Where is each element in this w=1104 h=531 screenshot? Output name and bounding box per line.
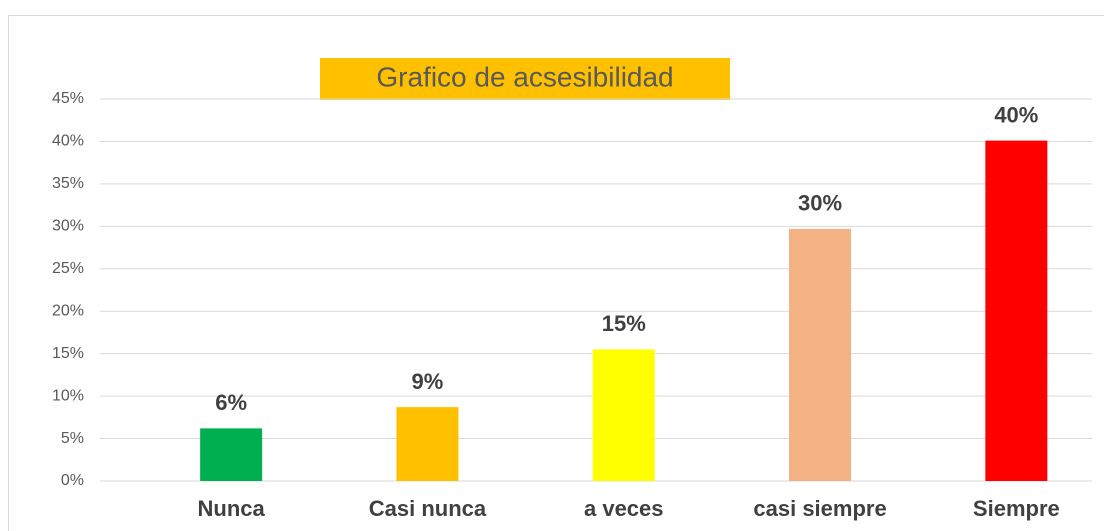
- y-tick-label: 25%: [52, 260, 84, 277]
- x-tick-label: casi siempre: [753, 496, 886, 521]
- data-label: 15%: [602, 311, 646, 336]
- bar: [592, 349, 655, 481]
- bar: [985, 140, 1048, 481]
- y-tick-label: 0%: [61, 472, 84, 489]
- data-label: 30%: [798, 191, 842, 216]
- chart-border: [8, 15, 1104, 531]
- y-tick-label: 10%: [52, 387, 84, 404]
- data-label: 40%: [994, 102, 1038, 127]
- y-tick-label: 40%: [52, 133, 84, 150]
- title-background: [320, 58, 730, 100]
- y-tick-label: 45%: [52, 90, 84, 107]
- chart-title: Grafico de acsesibilidad: [376, 61, 673, 92]
- y-tick-label: 30%: [52, 218, 84, 235]
- y-tick-label: 35%: [52, 175, 84, 192]
- y-tick-label: 15%: [52, 345, 84, 362]
- bar: [396, 407, 459, 481]
- x-tick-label: a veces: [584, 496, 664, 521]
- bar: [200, 428, 263, 481]
- bar: [789, 228, 852, 481]
- x-tick-label: Siempre: [973, 496, 1060, 521]
- data-label: 9%: [412, 369, 444, 394]
- y-tick-label: 20%: [52, 302, 84, 319]
- x-tick-label: Nunca: [198, 496, 266, 521]
- data-label: 6%: [215, 390, 247, 415]
- y-tick-label: 5%: [61, 430, 84, 447]
- x-tick-label: Casi nunca: [369, 496, 487, 521]
